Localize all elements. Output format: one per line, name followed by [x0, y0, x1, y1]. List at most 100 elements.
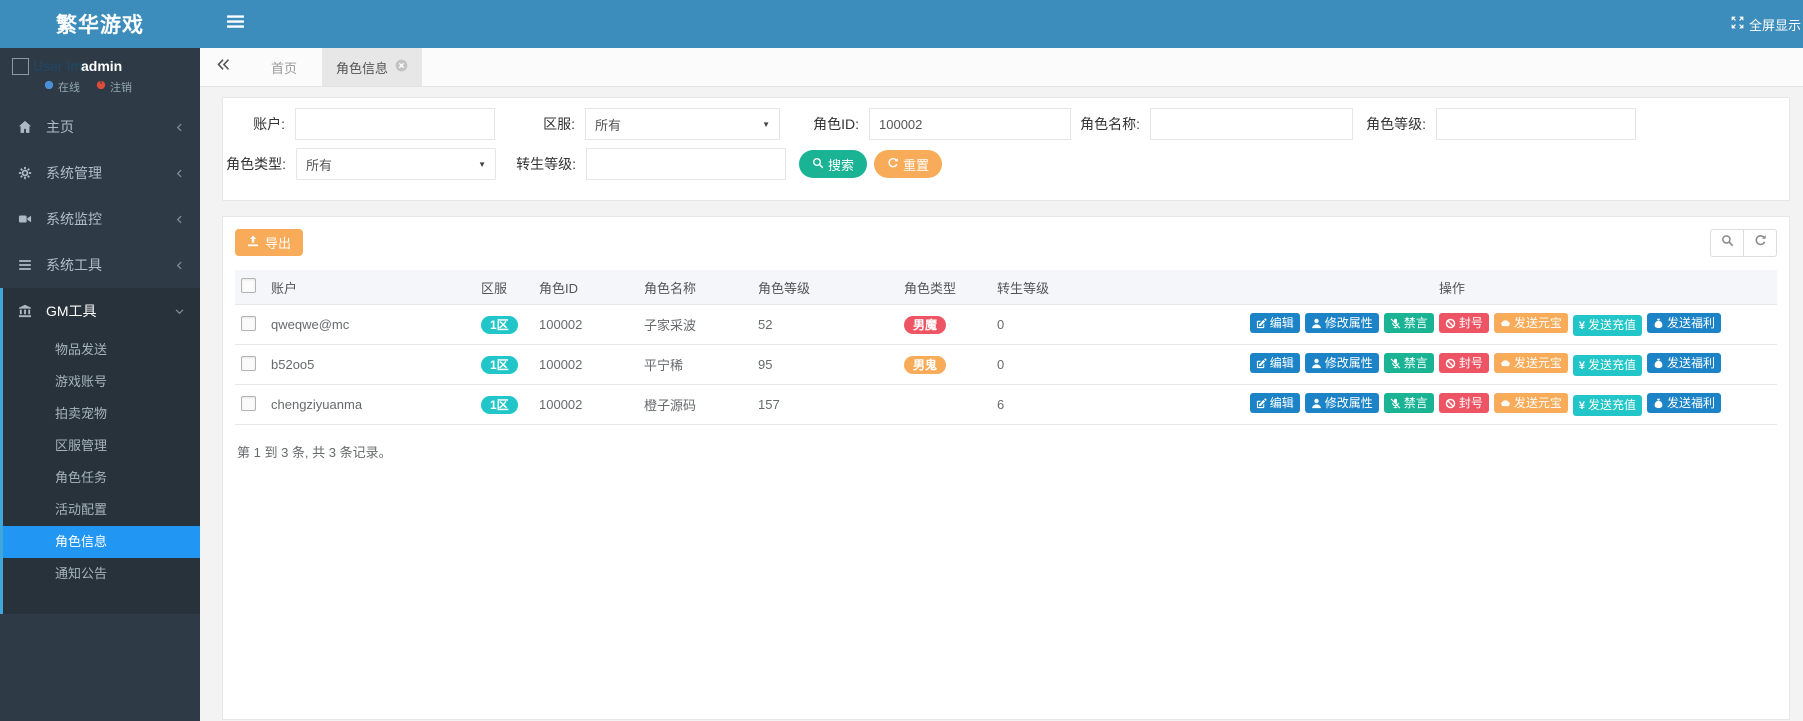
sidebar-subitem[interactable]: 区服管理 [55, 438, 108, 453]
send-welfare-button[interactable]: 发送福利 [1646, 313, 1721, 334]
modify-attrs-button[interactable]: 修改属性 [1304, 313, 1379, 334]
edit-button[interactable]: 编辑 [1249, 393, 1300, 414]
sidebar-item-label: GM工具 [46, 303, 97, 319]
online-status-link[interactable]: 在线 [44, 79, 80, 95]
ban-button[interactable]: 封号 [1438, 393, 1489, 414]
mute-icon [1390, 318, 1401, 329]
filter-account: 账户: [233, 108, 495, 140]
fullscreen-label: 全屏显示 [1748, 17, 1801, 33]
sidebar-subitem[interactable]: 活动配置 [55, 502, 108, 517]
search-button[interactable]: 搜索 [799, 150, 868, 178]
sidebar-section: GM工具物品发送游戏账号拍卖宠物区服管理角色任务活动配置角色信息通知公告 [0, 288, 200, 614]
mute-button[interactable]: 禁言 [1383, 353, 1434, 374]
send-welfare-button[interactable]: 发送福利 [1646, 353, 1721, 374]
mute-button[interactable]: 禁言 [1383, 313, 1434, 334]
sidebar-item[interactable]: 系统工具 [0, 242, 200, 288]
server-select[interactable]: 所有 ▼ [585, 108, 780, 140]
send-welfare-button[interactable]: 发送福利 [1646, 393, 1721, 414]
filter-role-level: 角色等级: [1361, 108, 1636, 140]
send-ingot-button[interactable]: 发送元宝 [1493, 313, 1568, 334]
role-type-select[interactable]: 所有 ▼ [296, 148, 496, 180]
tab-home[interactable]: 首页 [271, 60, 298, 76]
rebirth-level-input[interactable] [586, 148, 786, 180]
send-recharge-button[interactable]: ¥ 发送充值 [1572, 354, 1642, 376]
cell-account: b52oo5 [271, 344, 481, 385]
column-header: 角色名称 [644, 270, 758, 305]
filter-rebirth-level: 转生等级: [513, 148, 786, 180]
sidebar-subitem[interactable]: 拍卖宠物 [55, 406, 108, 421]
sidebar-item[interactable]: 系统监控 [0, 196, 200, 242]
sidebar-item-label: 主页 [46, 119, 74, 135]
edit-button[interactable]: 编辑 [1249, 313, 1300, 334]
logout-link[interactable]: 注销 [96, 79, 132, 95]
sidebar-subitem[interactable]: 通知公告 [55, 566, 108, 581]
mute-button[interactable]: 禁言 [1383, 393, 1434, 414]
tab-role-info[interactable]: 角色信息 [322, 48, 423, 86]
cell-role-level: 95 [758, 344, 904, 385]
refresh-icon [1754, 234, 1767, 252]
table-header-row: 账户 区服 角色ID 角色名称 角色等级 角色类型 转生等级 操作 [235, 270, 1777, 305]
sidebar-toggle-button[interactable] [227, 14, 244, 34]
backward-icon [216, 58, 230, 76]
yen-icon: ¥ [1578, 359, 1585, 372]
role-name-input[interactable] [1150, 108, 1353, 140]
chevron-left-icon [174, 214, 185, 225]
select-all-checkbox[interactable] [241, 278, 256, 293]
ban-button[interactable]: 封号 [1438, 353, 1489, 374]
modify-attrs-button[interactable]: 修改属性 [1304, 393, 1379, 414]
sidebar-subitem[interactable]: 游戏账号 [55, 374, 108, 389]
export-icon [247, 235, 259, 250]
chevron-left-icon [174, 260, 185, 271]
user-icon [1311, 318, 1322, 329]
role-id-input[interactable] [869, 108, 1071, 140]
ban-icon [1445, 318, 1456, 329]
send-recharge-button[interactable]: ¥ 发送充值 [1572, 394, 1642, 416]
sidebar-section: 系统管理 [0, 150, 200, 196]
table-refresh-button[interactable] [1743, 229, 1777, 257]
pagination-summary: 第 1 到 3 条, 共 3 条记录。 [237, 445, 392, 460]
cell-role-id: 100002 [539, 384, 644, 425]
welfare-icon [1653, 398, 1664, 409]
sidebar-subitem[interactable]: 角色任务 [55, 470, 108, 485]
row-checkbox[interactable] [241, 315, 256, 331]
row-checkbox[interactable] [241, 355, 256, 371]
app-logo: 繁华游戏 [0, 0, 200, 48]
search-icon [812, 157, 824, 172]
sidebar-item[interactable]: GM工具 [3, 288, 200, 334]
avatar-alt-text: User Im [33, 58, 82, 74]
refresh-icon [887, 157, 899, 172]
server-badge: 1区 [481, 355, 518, 374]
export-button[interactable]: 导出 [235, 229, 304, 256]
column-header: 角色ID [539, 270, 644, 305]
sidebar: User Im admin 在线 注销 主页 系统管理 系统监控 系统工具 GM工具 物品… [0, 48, 200, 721]
sidebar-item[interactable]: 主页 [0, 104, 200, 150]
ingot-icon [1500, 358, 1511, 369]
reset-button[interactable]: 重置 [874, 150, 943, 178]
sidebar-subitem[interactable]: 物品发送 [55, 342, 108, 357]
row-checkbox[interactable] [241, 395, 256, 411]
tab-close-icon[interactable] [395, 59, 408, 75]
sidebar-item[interactable]: 系统管理 [0, 150, 200, 196]
role-level-input[interactable] [1436, 108, 1636, 140]
yen-icon: ¥ [1578, 399, 1585, 412]
column-header: 账户 [271, 270, 481, 305]
column-header: 区服 [481, 270, 539, 305]
tabs-collapse-button[interactable] [200, 48, 246, 86]
sidebar-menu: 主页系统管理系统监控系统工具 GM工具物品发送游戏账号拍卖宠物区服管理角色任务活动… [0, 104, 200, 614]
sidebar-item-label: 系统监控 [46, 211, 102, 227]
ban-button[interactable]: 封号 [1438, 313, 1489, 334]
user-icon [1311, 358, 1322, 369]
fullscreen-button[interactable]: 全屏显示 [1731, 15, 1801, 34]
edit-button[interactable]: 编辑 [1249, 353, 1300, 374]
filter-role-type: 角色类型: 所有 ▼ [223, 148, 496, 180]
table-search-button[interactable] [1710, 229, 1744, 257]
sidebar-subitem[interactable]: 角色信息 [3, 526, 200, 558]
send-recharge-button[interactable]: ¥ 发送充值 [1572, 314, 1642, 336]
search-icon [1721, 234, 1734, 252]
send-ingot-button[interactable]: 发送元宝 [1493, 393, 1568, 414]
send-ingot-button[interactable]: 发送元宝 [1493, 353, 1568, 374]
column-header: 角色类型 [904, 270, 997, 305]
modify-attrs-button[interactable]: 修改属性 [1304, 353, 1379, 374]
account-input[interactable] [295, 108, 495, 140]
sidebar-item-label: 系统工具 [46, 257, 102, 273]
